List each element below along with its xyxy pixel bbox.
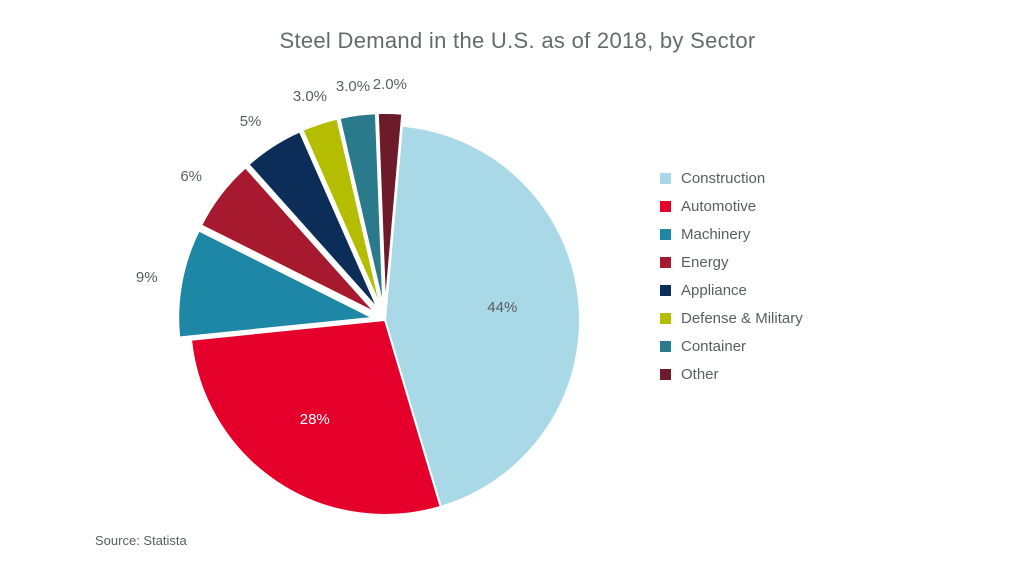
legend-label: Machinery	[681, 226, 750, 243]
pie-chart: 44%28%9%6%5%3.0%3.0%2.0%	[150, 75, 620, 545]
legend-item: Container	[660, 338, 803, 355]
legend-item: Defense & Military	[660, 310, 803, 327]
source-attribution: Source: Statista	[95, 533, 187, 548]
legend-item: Appliance	[660, 282, 803, 299]
legend-label: Energy	[681, 254, 729, 271]
legend-label: Container	[681, 338, 746, 355]
legend-item: Construction	[660, 170, 803, 187]
legend-swatch	[660, 285, 671, 296]
legend-swatch	[660, 229, 671, 240]
legend-item: Automotive	[660, 198, 803, 215]
legend: Construction Automotive Machinery Energy App…	[660, 170, 803, 383]
slice-value-label: 2.0%	[373, 76, 407, 93]
slice-value-label: 3.0%	[336, 78, 370, 95]
legend-label: Construction	[681, 170, 765, 187]
chart-title: Steel Demand in the U.S. as of 2018, by …	[0, 28, 1035, 54]
slice-value-label: 44%	[487, 299, 517, 316]
legend-label: Appliance	[681, 282, 747, 299]
slice-value-label: 28%	[300, 411, 330, 428]
legend-label: Automotive	[681, 198, 756, 215]
legend-swatch	[660, 201, 671, 212]
legend-label: Other	[681, 366, 719, 383]
legend-item: Energy	[660, 254, 803, 271]
legend-swatch	[660, 257, 671, 268]
slice-value-label: 5%	[240, 113, 262, 130]
legend-item: Machinery	[660, 226, 803, 243]
slice-value-label: 3.0%	[293, 88, 327, 105]
legend-swatch	[660, 369, 671, 380]
legend-swatch	[660, 341, 671, 352]
legend-label: Defense & Military	[681, 310, 803, 327]
slice-value-label: 6%	[180, 168, 202, 185]
legend-swatch	[660, 313, 671, 324]
legend-swatch	[660, 173, 671, 184]
legend-item: Other	[660, 366, 803, 383]
slice-value-label: 9%	[136, 269, 158, 286]
